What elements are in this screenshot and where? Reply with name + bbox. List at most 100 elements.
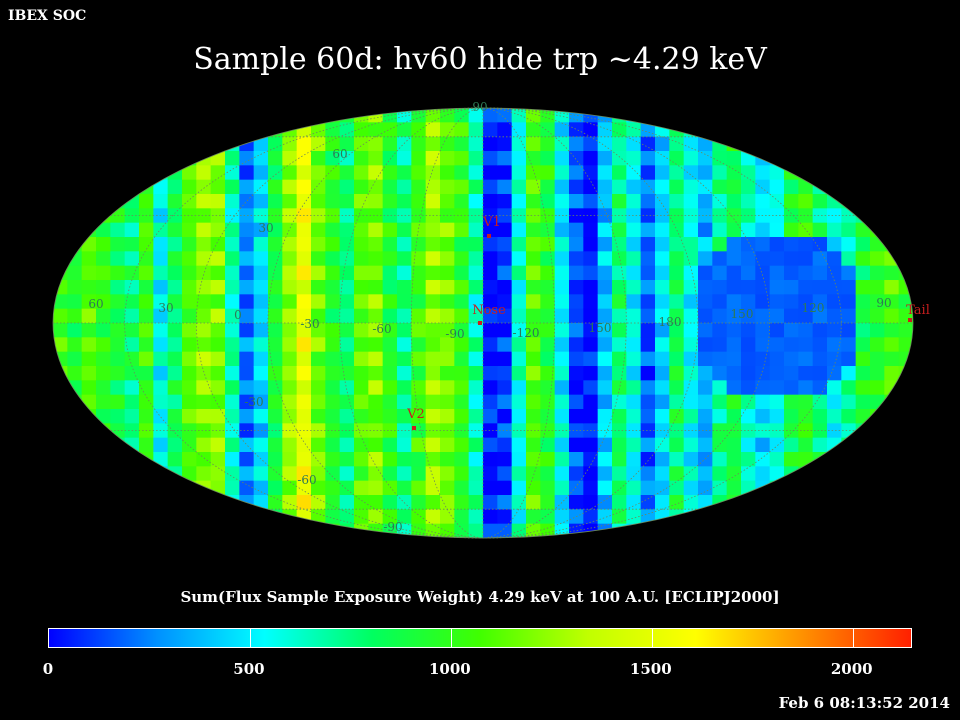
map-pixel bbox=[698, 366, 713, 381]
map-pixel bbox=[497, 308, 513, 324]
map-pixel bbox=[583, 366, 599, 381]
map-pixel bbox=[884, 265, 900, 281]
map-pixel bbox=[554, 452, 570, 467]
map-pixel bbox=[898, 437, 913, 453]
map-pixel bbox=[239, 151, 255, 166]
map-pixel bbox=[655, 179, 670, 195]
map-pixel bbox=[411, 466, 427, 482]
map-pixel bbox=[612, 265, 627, 281]
map-pixel bbox=[210, 452, 226, 467]
map-pixel bbox=[339, 394, 355, 410]
map-pixel bbox=[683, 151, 699, 166]
map-pixel bbox=[468, 251, 484, 267]
map-pixel bbox=[483, 237, 498, 252]
map-pixel bbox=[382, 366, 398, 381]
map-pixel bbox=[798, 523, 814, 538]
map-pixel bbox=[354, 337, 369, 353]
map-pixel bbox=[311, 122, 326, 138]
map-pixel bbox=[425, 466, 441, 482]
map-pixel bbox=[526, 251, 541, 267]
map-pixel bbox=[210, 351, 226, 367]
map-pixel bbox=[769, 122, 785, 138]
map-pixel bbox=[741, 452, 756, 467]
map-pixel bbox=[597, 251, 613, 267]
map-pixel bbox=[67, 208, 83, 224]
map-pixel bbox=[153, 495, 169, 510]
map-pixel bbox=[554, 466, 570, 482]
map-pixel bbox=[253, 280, 269, 295]
map-pixel bbox=[210, 265, 226, 281]
map-pixel bbox=[526, 108, 541, 123]
map-pixel bbox=[425, 294, 441, 310]
map-pixel bbox=[597, 308, 613, 324]
map-pixel bbox=[296, 251, 312, 267]
map-pixel bbox=[798, 323, 814, 338]
map-pixel bbox=[110, 122, 126, 138]
map-pixel bbox=[225, 265, 240, 281]
map-pixel bbox=[239, 237, 255, 252]
map-pixel bbox=[239, 194, 255, 209]
map-pixel bbox=[855, 136, 871, 152]
map-pixel bbox=[540, 495, 556, 510]
map-pixel bbox=[296, 222, 312, 238]
map-pixel bbox=[96, 337, 111, 353]
map-pixel bbox=[454, 136, 470, 152]
map-pixel bbox=[698, 165, 713, 181]
marker-v2 bbox=[412, 426, 416, 430]
map-pixel bbox=[325, 151, 341, 166]
map-pixel bbox=[225, 337, 240, 353]
map-pixel bbox=[683, 251, 699, 267]
map-pixel bbox=[583, 308, 599, 324]
map-pixel bbox=[712, 179, 728, 195]
map-pixel bbox=[139, 495, 154, 510]
map-pixel bbox=[110, 222, 126, 238]
map-pixel bbox=[855, 280, 871, 295]
map-pixel bbox=[454, 251, 470, 267]
map-pixel bbox=[282, 294, 298, 310]
map-pixel bbox=[870, 208, 885, 224]
map-pixel bbox=[196, 409, 212, 424]
map-pixel bbox=[225, 452, 240, 467]
map-pixel bbox=[597, 480, 613, 496]
colorbar-tick-label: 0 bbox=[42, 660, 54, 678]
map-pixel bbox=[239, 409, 255, 424]
map-pixel bbox=[325, 409, 341, 424]
map-pixel bbox=[268, 294, 283, 310]
map-pixel bbox=[67, 280, 83, 295]
map-pixel bbox=[827, 251, 842, 267]
map-pixel bbox=[368, 208, 384, 224]
map-pixel bbox=[196, 437, 212, 453]
map-pixel bbox=[483, 437, 498, 453]
map-pixel bbox=[67, 466, 83, 482]
map-pixel bbox=[540, 179, 556, 195]
map-pixel bbox=[53, 394, 68, 410]
map-pixel bbox=[253, 294, 269, 310]
map-pixel bbox=[354, 423, 369, 439]
map-pixel bbox=[870, 265, 885, 281]
map-pixel bbox=[425, 523, 441, 538]
map-pixel bbox=[870, 237, 885, 252]
map-pixel bbox=[425, 380, 441, 396]
map-pixel bbox=[884, 251, 900, 267]
map-pixel bbox=[483, 366, 498, 381]
map-pixel bbox=[210, 280, 226, 295]
map-pixel bbox=[440, 495, 455, 510]
map-pixel bbox=[827, 151, 842, 166]
map-pixel bbox=[468, 194, 484, 209]
map-pixel bbox=[96, 394, 111, 410]
map-pixel bbox=[397, 265, 412, 281]
map-pixel bbox=[182, 280, 197, 295]
map-pixel bbox=[253, 251, 269, 267]
map-pixel bbox=[454, 222, 470, 238]
map-pixel bbox=[855, 237, 871, 252]
map-pixel bbox=[583, 480, 599, 496]
map-pixel bbox=[583, 165, 599, 181]
map-pixel bbox=[167, 222, 183, 238]
map-pixel bbox=[96, 323, 111, 338]
map-pixel bbox=[311, 237, 326, 252]
map-pixel bbox=[483, 452, 498, 467]
map-pixel bbox=[898, 122, 913, 138]
map-pixel bbox=[511, 351, 527, 367]
map-pixel bbox=[81, 265, 97, 281]
map-pixel bbox=[440, 294, 455, 310]
